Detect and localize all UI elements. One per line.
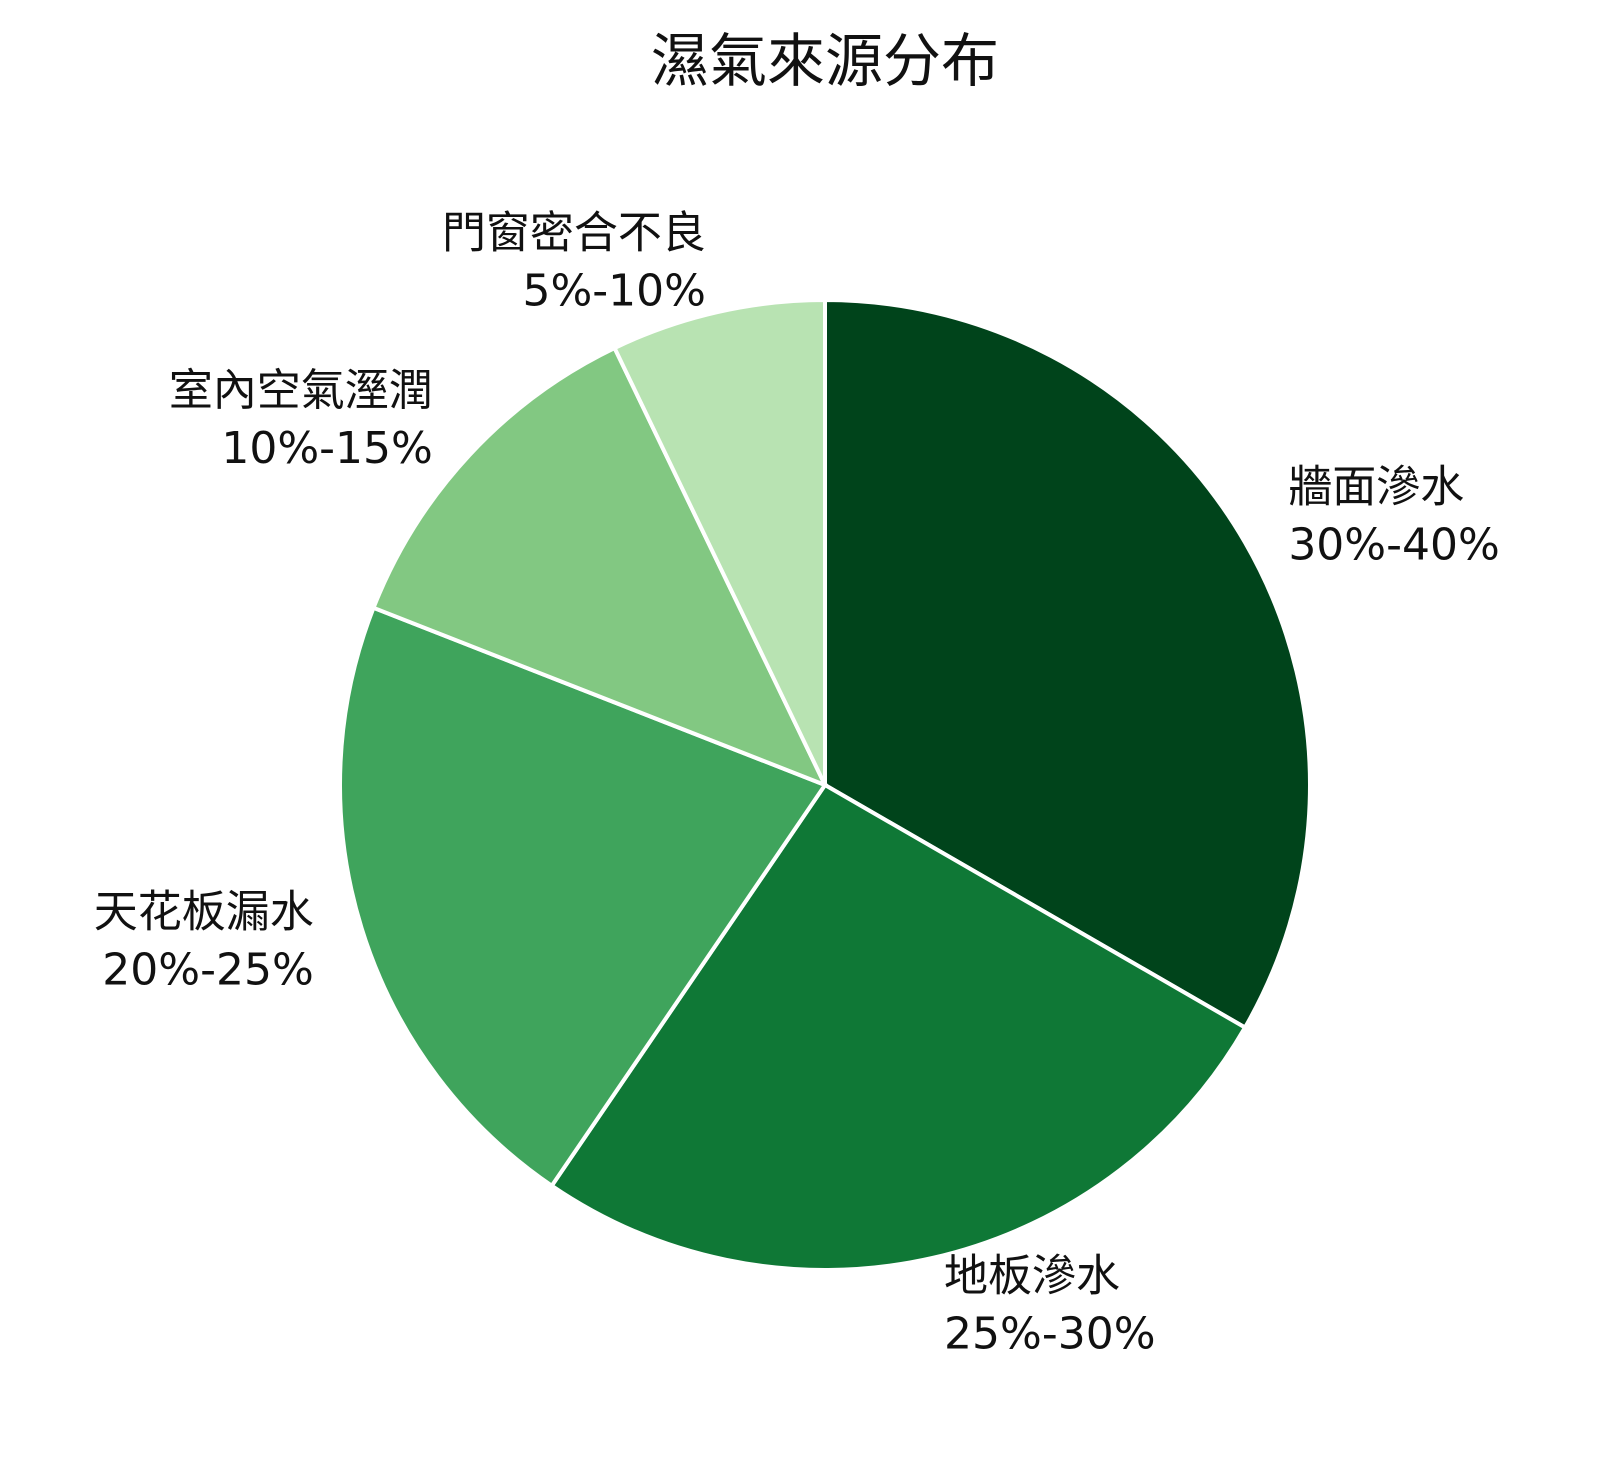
slice-label: 牆面滲水 xyxy=(1288,462,1464,513)
slice-value-label: 30%-40% xyxy=(1288,520,1499,571)
pie-slice xyxy=(549,782,1248,1273)
slice-label: 地板滲水 xyxy=(944,1251,1120,1302)
pie-slice xyxy=(611,297,827,786)
slice-value-label: 10%-15% xyxy=(221,423,432,474)
chart-title: 濕氣來源分布 xyxy=(651,27,999,95)
slice-value-label: 20%-25% xyxy=(102,945,313,996)
pie-slice xyxy=(337,605,829,1189)
slice-label: 天花板漏水 xyxy=(94,887,314,938)
pie-slice xyxy=(370,345,830,789)
slice-value-label: 5%-10% xyxy=(522,265,705,316)
slice-label: 室內空氣溼潤 xyxy=(169,365,433,416)
slice-label: 門窗密合不良 xyxy=(442,207,706,258)
slice-value-label: 25%-30% xyxy=(944,1309,1155,1360)
pie-slice xyxy=(823,297,1312,1031)
